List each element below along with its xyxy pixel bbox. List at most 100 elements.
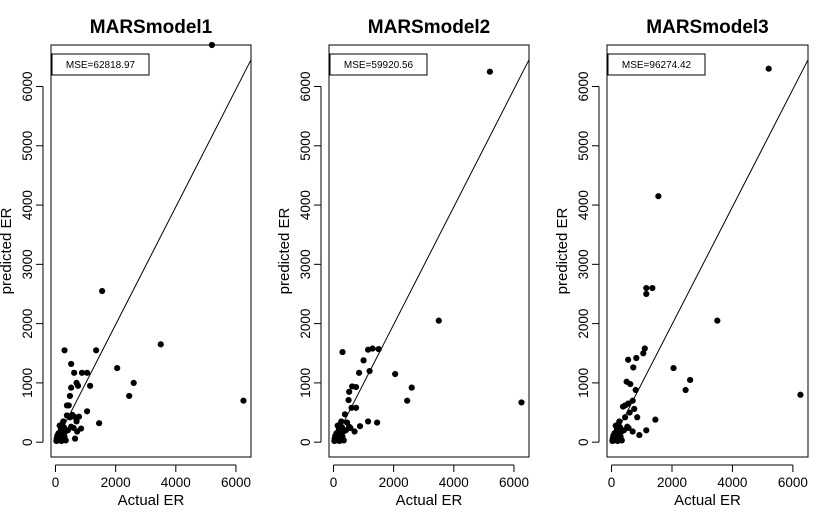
data-point bbox=[640, 350, 647, 357]
data-point bbox=[626, 409, 633, 416]
legend-mse-label: MSE=62818.97 bbox=[66, 60, 136, 71]
data-point bbox=[408, 384, 415, 391]
chart-title: MARSmodel1 bbox=[90, 17, 213, 38]
data-point bbox=[348, 404, 355, 411]
data-point bbox=[622, 414, 629, 421]
data-point bbox=[616, 418, 623, 425]
data-point bbox=[682, 386, 689, 394]
data-point bbox=[351, 428, 358, 435]
legend: MSE=59920.56 bbox=[329, 53, 428, 76]
y-tick-label: 0 bbox=[20, 438, 35, 446]
legend: MSE=96274.42 bbox=[607, 53, 706, 76]
x-tick-label: 4000 bbox=[439, 475, 469, 490]
data-point bbox=[641, 345, 648, 352]
data-point bbox=[114, 364, 121, 372]
x-tick-label: 0 bbox=[330, 475, 338, 490]
data-point bbox=[157, 341, 164, 348]
data-point bbox=[345, 396, 352, 404]
data-point bbox=[643, 427, 650, 434]
y-tick-label: 4000 bbox=[576, 190, 591, 220]
data-point bbox=[83, 369, 91, 376]
data-point bbox=[375, 346, 382, 353]
y-tick-label: 4000 bbox=[298, 190, 313, 220]
data-point bbox=[99, 287, 106, 295]
y-tick-label: 3000 bbox=[298, 249, 313, 279]
x-tick-label: 2000 bbox=[101, 475, 131, 490]
data-point bbox=[714, 317, 721, 324]
data-point bbox=[71, 369, 78, 376]
data-point bbox=[627, 380, 634, 388]
data-point bbox=[486, 68, 494, 75]
data-point bbox=[356, 423, 364, 430]
y-tick-label: 1000 bbox=[20, 368, 35, 398]
data-point bbox=[649, 284, 656, 292]
data-point bbox=[670, 364, 677, 372]
data-point bbox=[518, 399, 525, 406]
data-point bbox=[130, 379, 137, 386]
chart-title: MARSmodel2 bbox=[368, 17, 490, 38]
x-tick-label: 4000 bbox=[161, 475, 191, 490]
data-point bbox=[126, 392, 133, 400]
data-point bbox=[86, 382, 94, 389]
data-point bbox=[66, 392, 74, 400]
x-tick-label: 2000 bbox=[379, 475, 409, 490]
data-point bbox=[65, 402, 72, 409]
data-point bbox=[341, 411, 349, 418]
data-point bbox=[53, 437, 60, 445]
legend-box bbox=[51, 53, 150, 76]
y-tick-label: 6000 bbox=[298, 71, 313, 101]
y-tick-label: 0 bbox=[576, 438, 591, 446]
data-point bbox=[629, 397, 636, 404]
x-tick-label: 6000 bbox=[221, 475, 251, 490]
data-point bbox=[334, 422, 341, 429]
data-point bbox=[652, 416, 659, 423]
data-point bbox=[633, 354, 640, 362]
data-point bbox=[339, 348, 346, 356]
data-point bbox=[643, 284, 650, 292]
data-point bbox=[624, 423, 631, 430]
data-point bbox=[60, 418, 67, 425]
data-point bbox=[68, 384, 75, 391]
data-point bbox=[331, 437, 338, 445]
y-axis-label: predicted ER bbox=[554, 207, 571, 294]
data-point bbox=[625, 356, 632, 363]
data-point bbox=[360, 357, 367, 364]
data-point bbox=[71, 435, 79, 442]
y-tick-label: 5000 bbox=[20, 131, 35, 161]
data-point bbox=[765, 65, 772, 72]
data-point bbox=[404, 397, 411, 404]
y-tick-label: 2000 bbox=[576, 309, 591, 339]
y-tick-label: 3000 bbox=[576, 249, 591, 279]
data-point bbox=[352, 404, 360, 411]
data-point bbox=[93, 347, 100, 354]
data-point bbox=[61, 347, 68, 354]
data-point bbox=[68, 360, 75, 368]
y-axis-label: predicted ER bbox=[0, 207, 15, 294]
y-tick-label: 5000 bbox=[576, 131, 591, 161]
data-point bbox=[349, 383, 356, 390]
x-tick-label: 2000 bbox=[657, 475, 687, 490]
legend-mse-label: MSE=96274.42 bbox=[622, 60, 692, 71]
data-point bbox=[630, 364, 637, 371]
data-point bbox=[643, 290, 650, 298]
x-tick-label: 0 bbox=[608, 475, 616, 490]
data-point bbox=[655, 193, 662, 200]
data-point bbox=[73, 418, 80, 425]
data-point bbox=[78, 369, 86, 376]
panel-3: MARSmodel3 0 2000 4000 6000 Actual ER 0 1000 200… bbox=[554, 17, 809, 509]
data-point bbox=[615, 429, 623, 436]
data-point bbox=[636, 431, 643, 439]
data-point bbox=[392, 370, 399, 378]
y-tick-label: 1000 bbox=[576, 368, 591, 398]
data-point bbox=[75, 413, 83, 420]
data-point bbox=[73, 379, 80, 386]
data-point bbox=[338, 418, 345, 425]
data-point bbox=[208, 41, 216, 49]
data-point bbox=[629, 428, 636, 435]
y-tick-label: 6000 bbox=[20, 71, 35, 101]
legend-box bbox=[329, 53, 428, 76]
x-axis-label: Actual ER bbox=[396, 492, 463, 509]
data-point bbox=[240, 397, 247, 404]
data-point bbox=[364, 346, 372, 353]
